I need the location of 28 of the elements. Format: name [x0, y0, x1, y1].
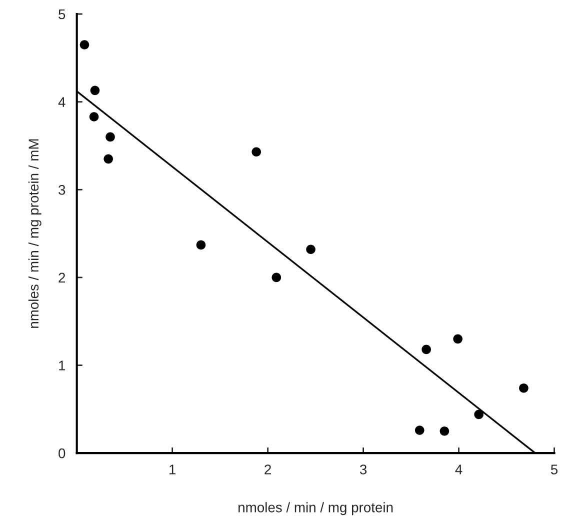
x-tick-label: 4 — [455, 464, 462, 474]
point — [414, 426, 424, 435]
x-tick-label: 1 — [170, 464, 176, 474]
y-tick-label: 3 — [58, 184, 66, 195]
point — [440, 426, 450, 436]
point — [196, 240, 206, 250]
y-tick-label: 2 — [58, 272, 66, 282]
y-axis-title: nmoles / min / mg protein / mM — [28, 139, 42, 328]
point — [272, 272, 282, 282]
point — [474, 410, 484, 420]
point — [89, 112, 99, 122]
x-tick-label: 2 — [264, 464, 271, 474]
point — [422, 344, 431, 354]
point — [519, 383, 528, 393]
point — [106, 132, 115, 142]
point — [252, 147, 262, 157]
point — [104, 154, 114, 164]
x-axis-title: nmoles / min / mg protein — [238, 502, 393, 516]
point — [306, 244, 316, 254]
y-tick-label: 5 — [58, 9, 66, 20]
point — [90, 86, 100, 96]
y-tick-label: 4 — [58, 97, 66, 107]
point — [80, 40, 90, 50]
x-tick-label: 5 — [550, 464, 558, 474]
y-tick-label: 1 — [59, 360, 66, 370]
point — [453, 334, 462, 344]
x-tick-label: 3 — [360, 464, 367, 474]
y-tick-label: 0 — [58, 448, 66, 458]
